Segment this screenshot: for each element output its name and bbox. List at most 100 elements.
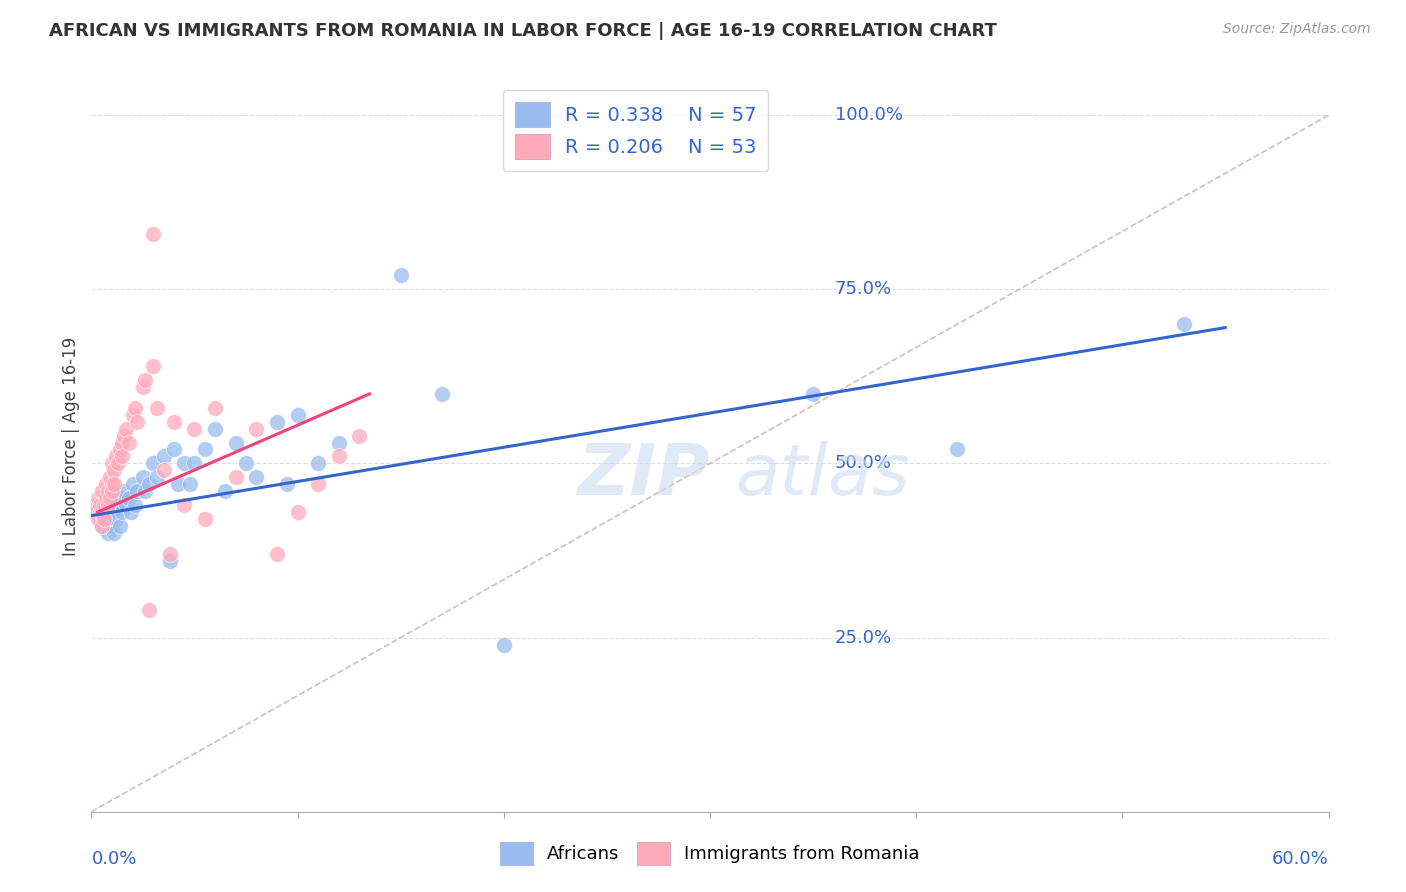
Point [142, 359, 165, 373]
Point [328, 450, 350, 464]
Point [307, 457, 329, 471]
Point [90, 505, 112, 519]
Point [142, 457, 165, 471]
Point [194, 442, 217, 457]
Point [214, 484, 236, 499]
Point [120, 505, 142, 519]
Text: 25.0%: 25.0% [835, 629, 893, 647]
Point [90, 519, 112, 533]
Point [101, 477, 124, 491]
Point [97, 498, 120, 512]
Point [138, 603, 160, 617]
Point [152, 463, 174, 477]
Point [430, 386, 453, 401]
Point [138, 477, 160, 491]
Point [112, 484, 135, 499]
Point [276, 477, 298, 491]
Point [183, 457, 205, 471]
Point [245, 421, 267, 435]
Point [125, 415, 148, 429]
Point [97, 484, 120, 499]
Point [173, 498, 195, 512]
Point [84, 498, 107, 512]
Point [101, 512, 124, 526]
Point [94, 491, 117, 506]
Point [110, 519, 132, 533]
Point [105, 450, 128, 464]
Point [89, 498, 111, 512]
Point [121, 408, 143, 422]
Point [110, 442, 132, 457]
Point [103, 526, 125, 541]
Point [107, 457, 129, 471]
Point [287, 505, 309, 519]
Text: AFRICAN VS IMMIGRANTS FROM ROMANIA IN LABOR FORCE | AGE 16-19 CORRELATION CHART: AFRICAN VS IMMIGRANTS FROM ROMANIA IN LA… [49, 22, 997, 40]
Point [93, 512, 115, 526]
Point [101, 498, 124, 512]
Point [101, 457, 124, 471]
Point [132, 470, 155, 484]
Text: Source: ZipAtlas.com: Source: ZipAtlas.com [1223, 22, 1371, 37]
Point [173, 457, 195, 471]
Point [349, 428, 371, 442]
Point [84, 505, 107, 519]
Point [111, 435, 134, 450]
Point [90, 484, 112, 499]
Point [98, 519, 121, 533]
Point [492, 638, 515, 652]
Point [103, 463, 125, 477]
Point [98, 491, 121, 506]
Point [90, 519, 112, 533]
Point [159, 547, 181, 561]
Point [163, 415, 186, 429]
Point [328, 435, 350, 450]
Point [225, 470, 247, 484]
Point [225, 435, 247, 450]
Text: 75.0%: 75.0% [835, 280, 893, 298]
Point [159, 554, 181, 568]
Point [105, 512, 128, 526]
Point [179, 477, 201, 491]
Point [86, 512, 108, 526]
Point [1173, 317, 1195, 331]
Point [97, 505, 120, 519]
Point [111, 491, 134, 506]
Point [90, 505, 112, 519]
Point [89, 505, 111, 519]
Point [245, 470, 267, 484]
Point [107, 498, 129, 512]
Point [86, 498, 108, 512]
Point [146, 401, 169, 415]
Point [167, 477, 190, 491]
Point [389, 268, 412, 283]
Text: 0.0%: 0.0% [91, 850, 136, 868]
Text: atlas: atlas [735, 441, 910, 509]
Point [115, 421, 138, 435]
Point [287, 408, 309, 422]
Point [103, 491, 125, 506]
Point [132, 380, 155, 394]
Point [112, 428, 135, 442]
Point [134, 373, 156, 387]
Point [204, 421, 226, 435]
Point [93, 512, 115, 526]
Point [115, 498, 138, 512]
Point [98, 470, 121, 484]
Point [94, 477, 117, 491]
Legend: Africans, Immigrants from Romania: Africans, Immigrants from Romania [494, 835, 927, 872]
Point [266, 547, 288, 561]
Point [146, 470, 169, 484]
Point [124, 401, 146, 415]
Point [86, 491, 108, 506]
Point [142, 227, 165, 241]
Point [134, 484, 156, 499]
Point [163, 442, 186, 457]
Point [111, 505, 134, 519]
Point [111, 450, 134, 464]
Point [266, 415, 288, 429]
Point [89, 512, 111, 526]
Point [801, 386, 824, 401]
Point [94, 498, 117, 512]
Point [97, 526, 120, 541]
Point [84, 505, 107, 519]
